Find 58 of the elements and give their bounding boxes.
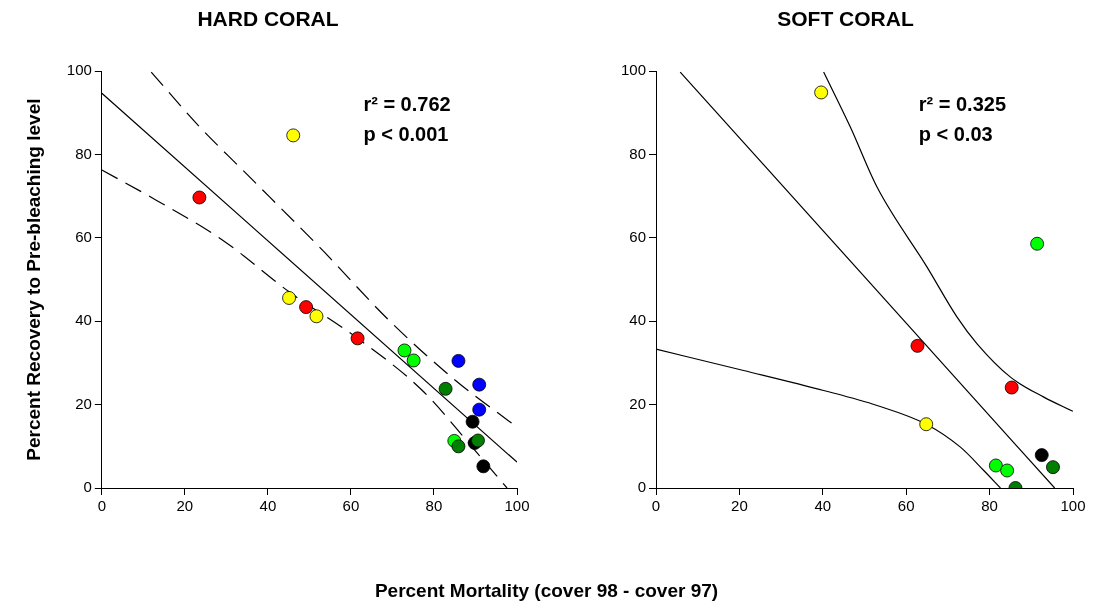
point	[282, 291, 296, 305]
y-tick-label: 0	[83, 478, 92, 496]
point	[451, 353, 466, 368]
point	[451, 439, 466, 454]
line-series	[823, 71, 1073, 412]
x-tick-label: 0	[651, 497, 661, 515]
point	[472, 377, 487, 392]
point	[286, 128, 301, 143]
x-axis-title: Percent Mortality (cover 98 - cover 97)	[373, 580, 720, 602]
annotation: r² = 0.325	[918, 93, 1007, 116]
point	[1030, 236, 1045, 251]
point	[299, 300, 313, 315]
x-tick-label: 40	[259, 497, 277, 515]
point	[910, 338, 925, 353]
y-tick-label: 20	[629, 394, 647, 412]
point	[438, 381, 453, 396]
annotation: p < 0.001	[363, 123, 449, 146]
x-tick-label: 20	[176, 497, 194, 515]
annotation: r² = 0.762	[363, 93, 451, 116]
point	[919, 417, 934, 432]
point	[1004, 380, 1019, 395]
point	[471, 433, 485, 448]
point	[406, 353, 421, 368]
y-tick-label: 60	[75, 228, 92, 246]
y-axis-title: Percent Recovery to Pre-bleaching level	[22, 98, 44, 461]
x-tick-label: 20	[731, 497, 748, 515]
y-tick-label: 20	[75, 394, 92, 412]
point	[350, 331, 365, 346]
point	[814, 85, 829, 100]
x-tick-label: 0	[97, 497, 106, 515]
point	[1046, 460, 1060, 475]
point	[465, 414, 480, 429]
point	[472, 402, 487, 417]
x-tick-label: 60	[342, 497, 360, 515]
chart-title: HARD CORAL	[197, 7, 339, 31]
x-tick-label: 80	[981, 497, 998, 515]
y-tick-label: 40	[629, 311, 647, 329]
y-tick-label: 80	[75, 144, 92, 162]
y-tick-label: 40	[75, 311, 92, 329]
y-tick-label: 100	[621, 61, 647, 79]
point	[309, 309, 324, 324]
y-tick-label: 80	[629, 144, 647, 162]
y-tick-label: 60	[629, 228, 647, 246]
x-tick-label: 80	[425, 497, 443, 515]
point	[1034, 448, 1049, 462]
x-tick-label: 40	[814, 497, 832, 515]
chart-title: SOFT CORAL	[777, 7, 914, 31]
y-tick-label: 0	[637, 478, 647, 496]
annotation: p < 0.03	[918, 123, 993, 146]
y-tick-label: 100	[66, 61, 92, 79]
point	[1000, 463, 1015, 478]
point	[988, 458, 1003, 473]
point	[192, 190, 207, 205]
x-tick-label: 60	[897, 497, 915, 515]
x-tick-label: 100	[504, 497, 530, 515]
point	[476, 459, 491, 474]
point	[397, 343, 412, 358]
x-tick-label: 100	[1060, 497, 1086, 515]
